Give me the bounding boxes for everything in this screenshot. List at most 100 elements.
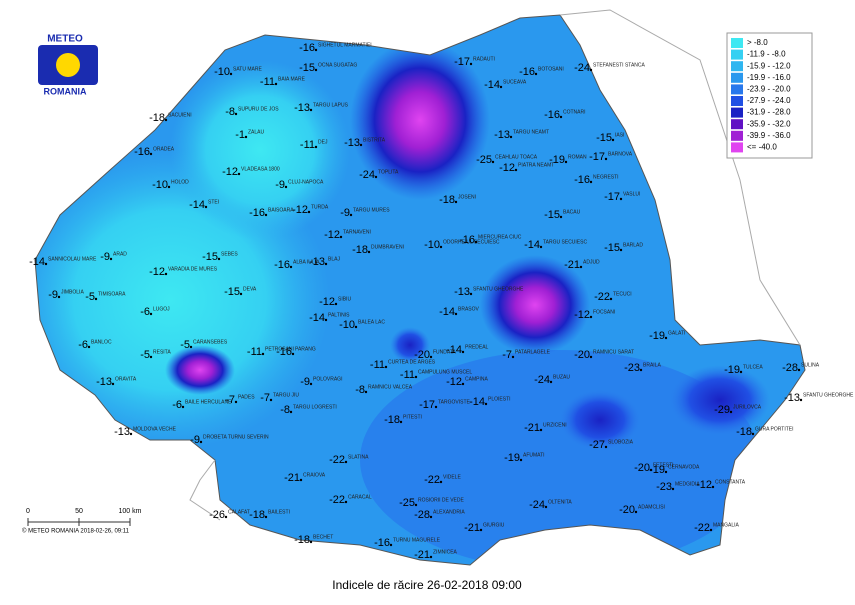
station-value: -14 — [469, 396, 485, 408]
station-value: -10 — [424, 239, 440, 251]
station-dot — [167, 185, 171, 189]
station-name: DEVA — [243, 286, 257, 292]
station-dot — [469, 62, 473, 66]
station-dot — [384, 365, 388, 369]
scale-label: 50 — [75, 508, 83, 515]
station-name: BAISOARA — [268, 207, 294, 213]
station-name: CLUJ-NAPOCA — [288, 179, 324, 185]
station-dot — [204, 205, 208, 209]
station-name: AFUMATI — [523, 452, 545, 458]
station-name: BISTRITA — [363, 137, 386, 143]
station-dot — [269, 398, 273, 402]
station-value: -22 — [329, 454, 345, 466]
scale-label: 100 km — [119, 508, 142, 515]
station-dot — [359, 143, 363, 147]
station-name: CONSTANTA — [715, 479, 746, 485]
station-name: TOPLITA — [378, 169, 399, 175]
station-dot — [264, 515, 268, 519]
legend-label: -15.9 - -12.0 — [747, 61, 791, 70]
scale-label: 0 — [26, 508, 30, 515]
station-value: -22 — [694, 522, 710, 534]
station-dot — [414, 503, 418, 507]
station-name: PALTINIS — [328, 312, 350, 318]
station-name: BECHET — [313, 534, 333, 540]
station-name: PREDEAL — [465, 344, 489, 350]
station-name: RAMNICU VALCEA — [368, 384, 413, 390]
station-dot — [439, 480, 443, 484]
station-name: CRAIOVA — [303, 472, 326, 478]
station-value: -18 — [352, 244, 368, 256]
station-name: MEDGIDIA — [675, 481, 700, 487]
station-value: -15 — [596, 132, 612, 144]
station-dot — [429, 555, 433, 559]
station-dot — [284, 185, 288, 189]
station-name: TARGU LOGRESTI — [293, 404, 337, 410]
station-value: -7 — [225, 394, 235, 406]
legend-label: -35.9 - -32.0 — [747, 119, 791, 128]
station-name: DROBETA TURNU SEVERIN — [203, 434, 269, 440]
station-dot — [264, 213, 268, 217]
copyright: © METEO ROMANIA 2018-02-26, 09:11 — [22, 528, 130, 535]
station-name: JURILOVCA — [733, 404, 762, 410]
station-dot — [511, 355, 515, 359]
station-dot — [149, 152, 153, 156]
legend-swatch — [731, 107, 743, 118]
legend-label: -39.9 - -36.0 — [747, 131, 791, 140]
legend-label: <= -40.0 — [747, 143, 777, 152]
station-dot — [314, 145, 318, 149]
station-dot — [619, 248, 623, 252]
station-value: -13 — [309, 256, 325, 268]
station-dot — [364, 390, 368, 394]
station-value: -14 — [439, 306, 455, 318]
station-value: -22 — [594, 291, 610, 303]
station-value: -9 — [100, 251, 110, 263]
station-name: PADES — [238, 394, 255, 400]
neighbor-border — [559, 9, 801, 346]
station-name: GIURGIU — [483, 522, 505, 528]
station-dot — [234, 112, 238, 116]
stations: -16 SIGHETUL MARMATIEI-10 SATU MARE-11 BAIA… — [29, 42, 854, 561]
station-name: TARGU SECUIESC — [543, 239, 587, 245]
station-value: -9 — [275, 179, 285, 191]
station-name: SIGHETUL MARMATIEI — [318, 42, 372, 48]
station-name: BRAILA — [643, 362, 661, 368]
station-value: -7 — [260, 392, 270, 404]
station-value: -17 — [604, 191, 620, 203]
station-dot — [414, 375, 418, 379]
station-name: FUNDATA — [433, 349, 457, 355]
station-name: SUPURU DE JOS — [238, 106, 279, 112]
station-value: -19 — [549, 154, 565, 166]
station-name: TARGU LAPUS — [313, 102, 349, 108]
station-name: PIATRA NEAMT — [518, 162, 554, 168]
station-dot — [354, 325, 358, 329]
station-value: -9 — [48, 289, 58, 301]
station-name: ADAMCLISI — [638, 504, 665, 510]
legend-swatch — [731, 84, 743, 95]
station-name: SLOBOZIA — [608, 439, 634, 445]
station-name: GALATI — [668, 330, 685, 336]
station-dot — [559, 115, 563, 119]
station-value: -9 — [190, 434, 200, 446]
station-value: -19 — [504, 452, 520, 464]
station-value: -13 — [344, 137, 360, 149]
station-value: -16 — [249, 207, 265, 219]
station-value: -18 — [736, 426, 752, 438]
station-dot — [751, 432, 755, 436]
station-name: BACAU — [563, 209, 581, 215]
station-dot — [199, 440, 203, 444]
station-dot — [589, 315, 593, 319]
station-name: ZIMNICEA — [433, 549, 458, 555]
station-dot — [589, 68, 593, 72]
legend-label: -11.9 - -8.0 — [747, 50, 786, 59]
station-value: -15 — [544, 209, 560, 221]
station-dot — [484, 402, 488, 406]
station-value: -6 — [172, 399, 182, 411]
station-dot — [289, 265, 293, 269]
station-value: -1 — [235, 129, 245, 141]
station-value: -20 — [574, 349, 590, 361]
station-value: -13 — [784, 392, 800, 404]
station-value: -16 — [544, 109, 560, 121]
station-value: -12 — [319, 296, 335, 308]
